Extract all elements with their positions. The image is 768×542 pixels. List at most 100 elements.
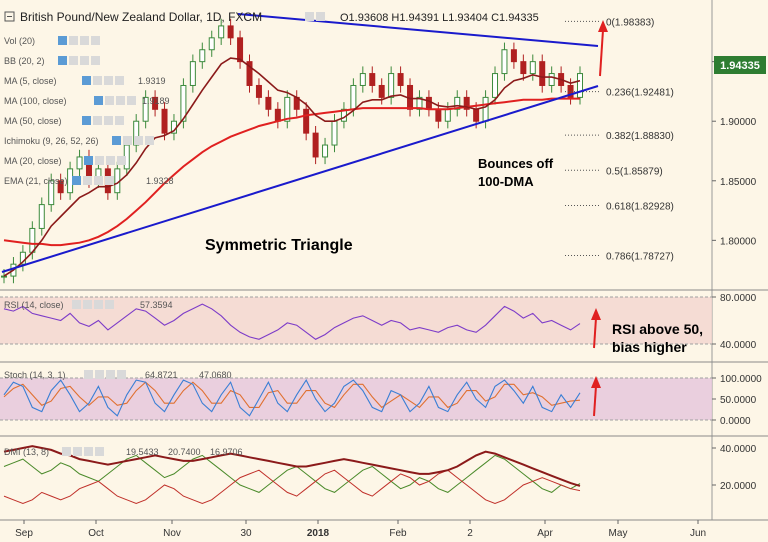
legend-ma100-value: 1.9189	[142, 96, 170, 106]
price-layer: 0(1.98383) 0.236(1.92481) 0.382(1.88830) 0.…	[1, 17, 674, 284]
legend-buttons[interactable]	[58, 36, 154, 456]
legend-button[interactable]	[116, 96, 125, 105]
candle	[38, 197, 45, 236]
legend-ichimoku: Ichimoku (9, 26, 52, 26)	[4, 136, 99, 146]
legend-button[interactable]	[105, 176, 114, 185]
legend-button[interactable]	[127, 96, 136, 105]
legend-button[interactable]	[115, 76, 124, 85]
legend-button[interactable]	[106, 370, 115, 379]
legend-button[interactable]	[91, 56, 100, 65]
stoch-k-value: 64.8721	[145, 370, 178, 380]
stoch-up-arrow	[591, 376, 601, 417]
candle	[492, 66, 499, 105]
legend-button[interactable]	[84, 156, 93, 165]
triangle-upper-line	[237, 13, 599, 47]
dmi-minus-line	[3, 469, 581, 505]
rsi-label: RSI (14, close)	[4, 300, 64, 310]
legend-ma100: MA (100, close)	[4, 96, 67, 106]
legend-button[interactable]	[93, 116, 102, 125]
legend-button[interactable]	[73, 447, 82, 456]
legend-button[interactable]	[93, 76, 102, 85]
header-buttons[interactable]	[305, 12, 325, 21]
legend-button[interactable]	[117, 156, 126, 165]
bounce-annotation-line1: Bounces off	[478, 156, 554, 171]
legend-button[interactable]	[105, 96, 114, 105]
legend-button[interactable]	[94, 176, 103, 185]
legend-button[interactable]	[105, 300, 114, 309]
candle	[133, 114, 140, 153]
legend-button[interactable]	[72, 176, 81, 185]
x-tick-label: Feb	[389, 528, 407, 539]
legend-ma5-value: 1.9319	[138, 76, 166, 86]
legend-button[interactable]	[82, 116, 91, 125]
legend-button[interactable]	[95, 156, 104, 165]
legend-button[interactable]	[82, 76, 91, 85]
stoch-tick-label: 100.0000	[720, 374, 762, 385]
dmi-plus-value: 20.7400	[168, 447, 201, 457]
legend-button[interactable]	[58, 56, 67, 65]
legend-button[interactable]	[104, 116, 113, 125]
legend-button[interactable]	[91, 36, 100, 45]
legend-button[interactable]	[83, 300, 92, 309]
x-tick-label: Nov	[163, 528, 181, 539]
candle	[520, 54, 527, 81]
candle	[161, 102, 168, 141]
dmi-plus-line	[3, 454, 581, 493]
legend-button[interactable]	[115, 116, 124, 125]
legend-button[interactable]	[123, 136, 132, 145]
candle	[454, 90, 461, 117]
symbol-title: British Pound/New Zealand Dollar, 1D, FX…	[20, 10, 262, 24]
dmi-label: DMI (13, 8)	[4, 447, 49, 457]
legend-button[interactable]	[80, 56, 89, 65]
rsi-tick-label: 40.0000	[720, 340, 757, 351]
legend-button[interactable]	[112, 136, 121, 145]
legend-button[interactable]	[94, 96, 103, 105]
legend-button[interactable]	[83, 176, 92, 185]
candle	[152, 90, 159, 117]
price-badge	[714, 56, 766, 74]
candle	[322, 137, 329, 165]
legend-button[interactable]	[84, 447, 93, 456]
rsi-up-arrow	[591, 308, 601, 349]
candle	[312, 125, 319, 165]
candle	[48, 173, 55, 212]
fib-label-0.5: 0.5(1.85879)	[606, 166, 663, 177]
legend-button[interactable]	[84, 370, 93, 379]
legend-ema21: EMA (21, close)	[4, 176, 68, 186]
legend-button[interactable]	[104, 76, 113, 85]
legend-button[interactable]	[80, 36, 89, 45]
candle	[189, 54, 196, 93]
candle	[237, 30, 244, 69]
legend-button[interactable]	[95, 447, 104, 456]
legend-ma20: MA (20, close)	[4, 156, 62, 166]
candle	[529, 54, 536, 81]
stoch-layer	[3, 378, 581, 417]
legend-button[interactable]	[145, 136, 154, 145]
rsi-layer	[3, 303, 581, 340]
legend-button[interactable]	[69, 36, 78, 45]
candle	[208, 30, 215, 57]
collapse-icon[interactable]	[4, 11, 15, 22]
legend-button[interactable]	[134, 136, 143, 145]
bounce-annotation-line2: 100-DMA	[478, 174, 534, 189]
legend-button[interactable]	[58, 36, 67, 45]
legend-button[interactable]	[94, 300, 103, 309]
legend-button[interactable]	[106, 156, 115, 165]
candle	[142, 90, 149, 129]
indicator-legend: Vol (20) BB (20, 2) MA (5, close) 1.9319…	[4, 36, 174, 186]
legend-button[interactable]	[72, 300, 81, 309]
fib-label-0.618: 0.618(1.82928)	[606, 201, 674, 212]
candle	[548, 66, 555, 93]
candle	[246, 54, 253, 93]
legend-button[interactable]	[117, 370, 126, 379]
stoch-k-line	[3, 378, 581, 417]
rsi-annotation-line2: bias higher	[612, 339, 687, 355]
price-axis[interactable]	[712, 0, 768, 542]
x-tick-label: Oct	[88, 528, 104, 539]
legend-button[interactable]	[62, 447, 71, 456]
legend-button[interactable]	[95, 370, 104, 379]
candle	[227, 18, 234, 45]
ma100-line	[3, 97, 580, 247]
legend-button[interactable]	[69, 56, 78, 65]
